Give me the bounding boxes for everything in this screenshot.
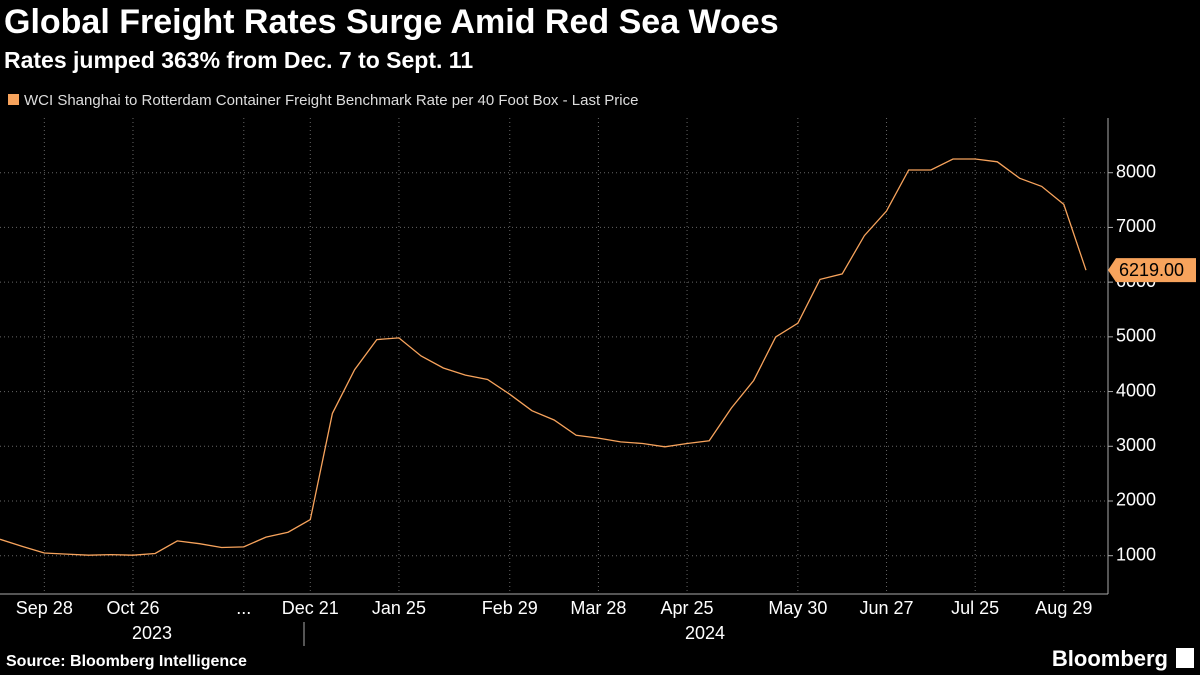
x-tick-label: Aug 29: [1035, 598, 1092, 618]
x-tick-label: Dec 21: [282, 598, 339, 618]
y-tick-label: 1000: [1116, 544, 1156, 564]
last-value-label: 6219.00: [1119, 260, 1184, 280]
x-tick-label: Apr 25: [661, 598, 714, 618]
y-tick-label: 5000: [1116, 326, 1156, 346]
x-tick-label: Oct 26: [106, 598, 159, 618]
y-tick-label: 4000: [1116, 380, 1156, 400]
y-tick-label: 7000: [1116, 216, 1156, 236]
x-tick-label: Jul 25: [951, 598, 999, 618]
y-tick-label: 8000: [1116, 161, 1156, 181]
chart-subtitle: Rates jumped 363% from Dec. 7 to Sept. 1…: [4, 47, 473, 73]
year-label: 2023: [132, 623, 172, 643]
x-tick-label: Jun 27: [860, 598, 914, 618]
legend-label: WCI Shanghai to Rotterdam Container Frei…: [24, 92, 638, 109]
x-tick-label: Mar 28: [570, 598, 626, 618]
last-value-tag: [1108, 258, 1196, 283]
series-line: [0, 158, 1087, 556]
brand: Bloomberg: [1052, 646, 1168, 671]
x-tick-label: Feb 29: [482, 598, 538, 618]
x-tick-label: May 30: [768, 598, 827, 618]
source: Source: Bloomberg Intelligence: [6, 653, 247, 670]
x-tick-label: Sep 28: [16, 598, 73, 618]
year-label: 2024: [685, 623, 725, 643]
x-tick-label: Jan 25: [372, 598, 426, 618]
legend-swatch: [8, 94, 19, 105]
y-tick-label: 2000: [1116, 490, 1156, 510]
y-tick-label: 3000: [1116, 435, 1156, 455]
x-tick-label: ...: [236, 598, 251, 618]
brand-icon: [1176, 648, 1194, 668]
chart-title: Global Freight Rates Surge Amid Red Sea …: [4, 3, 779, 41]
